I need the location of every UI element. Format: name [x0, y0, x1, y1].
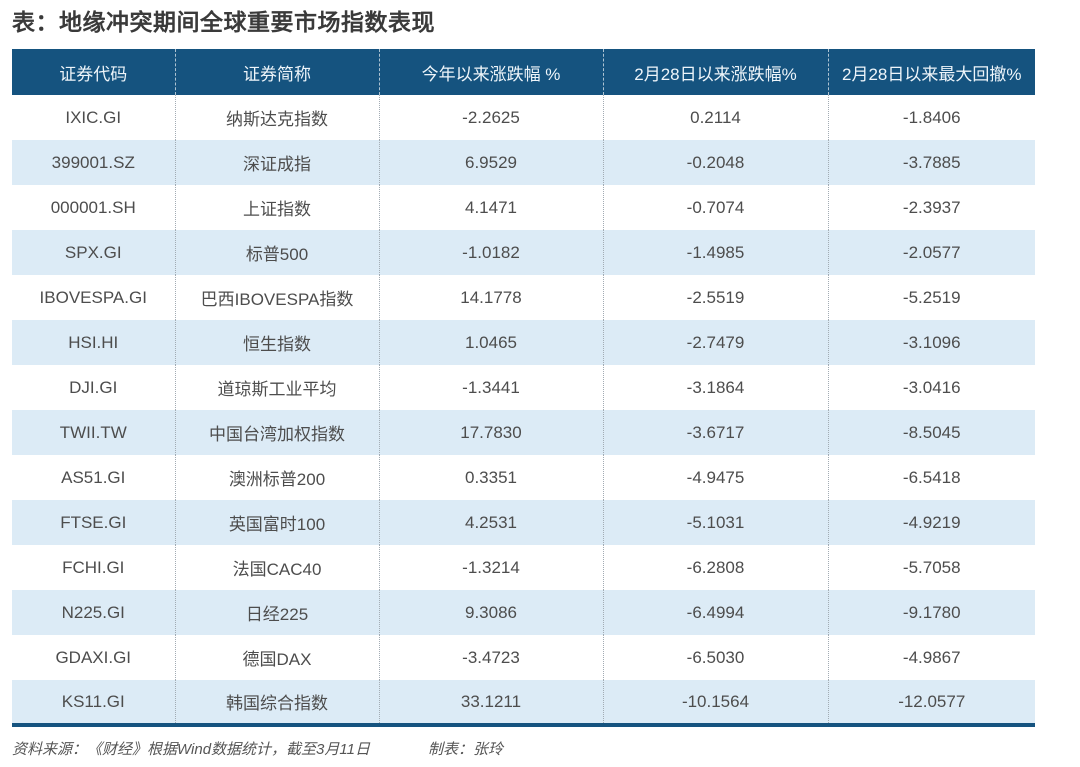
security-code-cell: KS11.GI: [12, 680, 175, 725]
table-row: N225.GI 日经225 9.3086 -6.4994 -9.1780: [12, 590, 1035, 635]
since-feb28-drawdown-cell: -9.1780: [827, 590, 1035, 635]
security-code-cell: 399001.SZ: [12, 140, 175, 185]
table-row: FCHI.GI 法国CAC40 -1.3214 -6.2808 -5.7058: [12, 545, 1035, 590]
ytd-change-cell: -2.2625: [378, 95, 603, 140]
ytd-change-cell: 33.1211: [378, 680, 603, 725]
since-feb28-drawdown-cell: -8.5045: [827, 410, 1035, 455]
security-name-cell: 日经225: [174, 590, 379, 635]
since-feb28-change-cell: -10.1564: [602, 680, 828, 725]
ytd-change-cell: -3.4723: [378, 635, 603, 680]
security-code-cell: 000001.SH: [12, 185, 175, 230]
since-feb28-drawdown-cell: -3.1096: [827, 320, 1035, 365]
table-header-row: 证券代码 证券简称 今年以来涨跌幅 % 2月28日以来涨跌幅% 2月28日以来最…: [12, 49, 1035, 95]
since-feb28-drawdown-cell: -2.0577: [827, 230, 1035, 275]
security-code-cell: GDAXI.GI: [12, 635, 175, 680]
since-feb28-drawdown-cell: -12.0577: [827, 680, 1035, 725]
header-security-code: 证券代码: [12, 49, 175, 95]
security-name-cell: 韩国综合指数: [174, 680, 379, 725]
ytd-change-cell: 4.2531: [378, 500, 603, 545]
ytd-change-cell: 0.3351: [378, 455, 603, 500]
ytd-change-cell: 4.1471: [378, 185, 603, 230]
security-name-cell: 英国富时100: [174, 500, 379, 545]
table-row: AS51.GI 澳洲标普200 0.3351 -4.9475 -6.5418: [12, 455, 1035, 500]
security-code-cell: TWII.TW: [12, 410, 175, 455]
security-name-cell: 深证成指: [174, 140, 379, 185]
table-header: 证券代码 证券简称 今年以来涨跌幅 % 2月28日以来涨跌幅% 2月28日以来最…: [12, 49, 1035, 95]
table-row: GDAXI.GI 德国DAX -3.4723 -6.5030 -4.9867: [12, 635, 1035, 680]
since-feb28-change-cell: 0.2114: [602, 95, 828, 140]
security-code-cell: IBOVESPA.GI: [12, 275, 175, 320]
security-name-cell: 中国台湾加权指数: [174, 410, 379, 455]
table-row: TWII.TW 中国台湾加权指数 17.7830 -3.6717 -8.5045: [12, 410, 1035, 455]
since-feb28-change-cell: -6.4994: [602, 590, 828, 635]
table-row: SPX.GI 标普500 -1.0182 -1.4985 -2.0577: [12, 230, 1035, 275]
since-feb28-drawdown-cell: -3.0416: [827, 365, 1035, 410]
page-title: 表：地缘冲突期间全球重要市场指数表现: [12, 9, 435, 35]
security-code-cell: IXIC.GI: [12, 95, 175, 140]
since-feb28-drawdown-cell: -4.9867: [827, 635, 1035, 680]
since-feb28-drawdown-cell: -6.5418: [827, 455, 1035, 500]
table-row: 399001.SZ 深证成指 6.9529 -0.2048 -3.7885: [12, 140, 1035, 185]
table-row: DJI.GI 道琼斯工业平均 -1.3441 -3.1864 -3.0416: [12, 365, 1035, 410]
header-since-feb28-drawdown: 2月28日以来最大回撤%: [827, 49, 1035, 95]
security-code-cell: FTSE.GI: [12, 500, 175, 545]
security-code-cell: SPX.GI: [12, 230, 175, 275]
since-feb28-drawdown-cell: -2.3937: [827, 185, 1035, 230]
security-name-cell: 法国CAC40: [174, 545, 379, 590]
since-feb28-drawdown-cell: -1.8406: [827, 95, 1035, 140]
table-row: 000001.SH 上证指数 4.1471 -0.7074 -2.3937: [12, 185, 1035, 230]
since-feb28-change-cell: -2.7479: [602, 320, 828, 365]
security-name-cell: 标普500: [174, 230, 379, 275]
security-name-cell: 恒生指数: [174, 320, 379, 365]
table-body: IXIC.GI 纳斯达克指数 -2.2625 0.2114 -1.8406 399001.…: [12, 95, 1035, 725]
ytd-change-cell: 1.0465: [378, 320, 603, 365]
since-feb28-change-cell: -6.2808: [602, 545, 828, 590]
security-name-cell: 上证指数: [174, 185, 379, 230]
table-row: IXIC.GI 纳斯达克指数 -2.2625 0.2114 -1.8406: [12, 95, 1035, 140]
security-name-cell: 巴西IBOVESPA指数: [174, 275, 379, 320]
ytd-change-cell: 6.9529: [378, 140, 603, 185]
table-row: IBOVESPA.GI 巴西IBOVESPA指数 14.1778 -2.5519 -5.…: [12, 275, 1035, 320]
since-feb28-drawdown-cell: -5.7058: [827, 545, 1035, 590]
security-code-cell: HSI.HI: [12, 320, 175, 365]
since-feb28-change-cell: -5.1031: [602, 500, 828, 545]
market-index-table: 证券代码 证券简称 今年以来涨跌幅 % 2月28日以来涨跌幅% 2月28日以来最…: [12, 49, 1035, 727]
security-code-cell: DJI.GI: [12, 365, 175, 410]
since-feb28-change-cell: -0.7074: [602, 185, 828, 230]
ytd-change-cell: 17.7830: [378, 410, 603, 455]
security-code-cell: N225.GI: [12, 590, 175, 635]
since-feb28-change-cell: -6.5030: [602, 635, 828, 680]
header-security-name: 证券简称: [174, 49, 379, 95]
security-name-cell: 道琼斯工业平均: [174, 365, 379, 410]
ytd-change-cell: 14.1778: [378, 275, 603, 320]
security-name-cell: 纳斯达克指数: [174, 95, 379, 140]
header-ytd-change: 今年以来涨跌幅 %: [378, 49, 603, 95]
ytd-change-cell: 9.3086: [378, 590, 603, 635]
ytd-change-cell: -1.3214: [378, 545, 603, 590]
table-row: KS11.GI 韩国综合指数 33.1211 -10.1564 -12.0577: [12, 680, 1035, 725]
table-row: HSI.HI 恒生指数 1.0465 -2.7479 -3.1096: [12, 320, 1035, 365]
since-feb28-change-cell: -1.4985: [602, 230, 828, 275]
since-feb28-drawdown-cell: -4.9219: [827, 500, 1035, 545]
since-feb28-change-cell: -4.9475: [602, 455, 828, 500]
since-feb28-change-cell: -3.1864: [602, 365, 828, 410]
since-feb28-change-cell: -2.5519: [602, 275, 828, 320]
security-name-cell: 澳洲标普200: [174, 455, 379, 500]
table-footnote: 资料来源：《财经》根据Wind数据统计，截至3月11日 制表：张玲: [12, 738, 1080, 759]
table-row: FTSE.GI 英国富时100 4.2531 -5.1031 -4.9219: [12, 500, 1035, 545]
security-name-cell: 德国DAX: [174, 635, 379, 680]
since-feb28-change-cell: -3.6717: [602, 410, 828, 455]
author-note: 制表：张玲: [427, 741, 503, 758]
ytd-change-cell: -1.0182: [378, 230, 603, 275]
ytd-change-cell: -1.3441: [378, 365, 603, 410]
security-code-cell: AS51.GI: [12, 455, 175, 500]
since-feb28-drawdown-cell: -5.2519: [827, 275, 1035, 320]
since-feb28-drawdown-cell: -3.7885: [827, 140, 1035, 185]
security-code-cell: FCHI.GI: [12, 545, 175, 590]
source-note: 资料来源：《财经》根据Wind数据统计，截至3月11日: [12, 741, 370, 758]
header-since-feb28-change: 2月28日以来涨跌幅%: [602, 49, 828, 95]
since-feb28-change-cell: -0.2048: [602, 140, 828, 185]
